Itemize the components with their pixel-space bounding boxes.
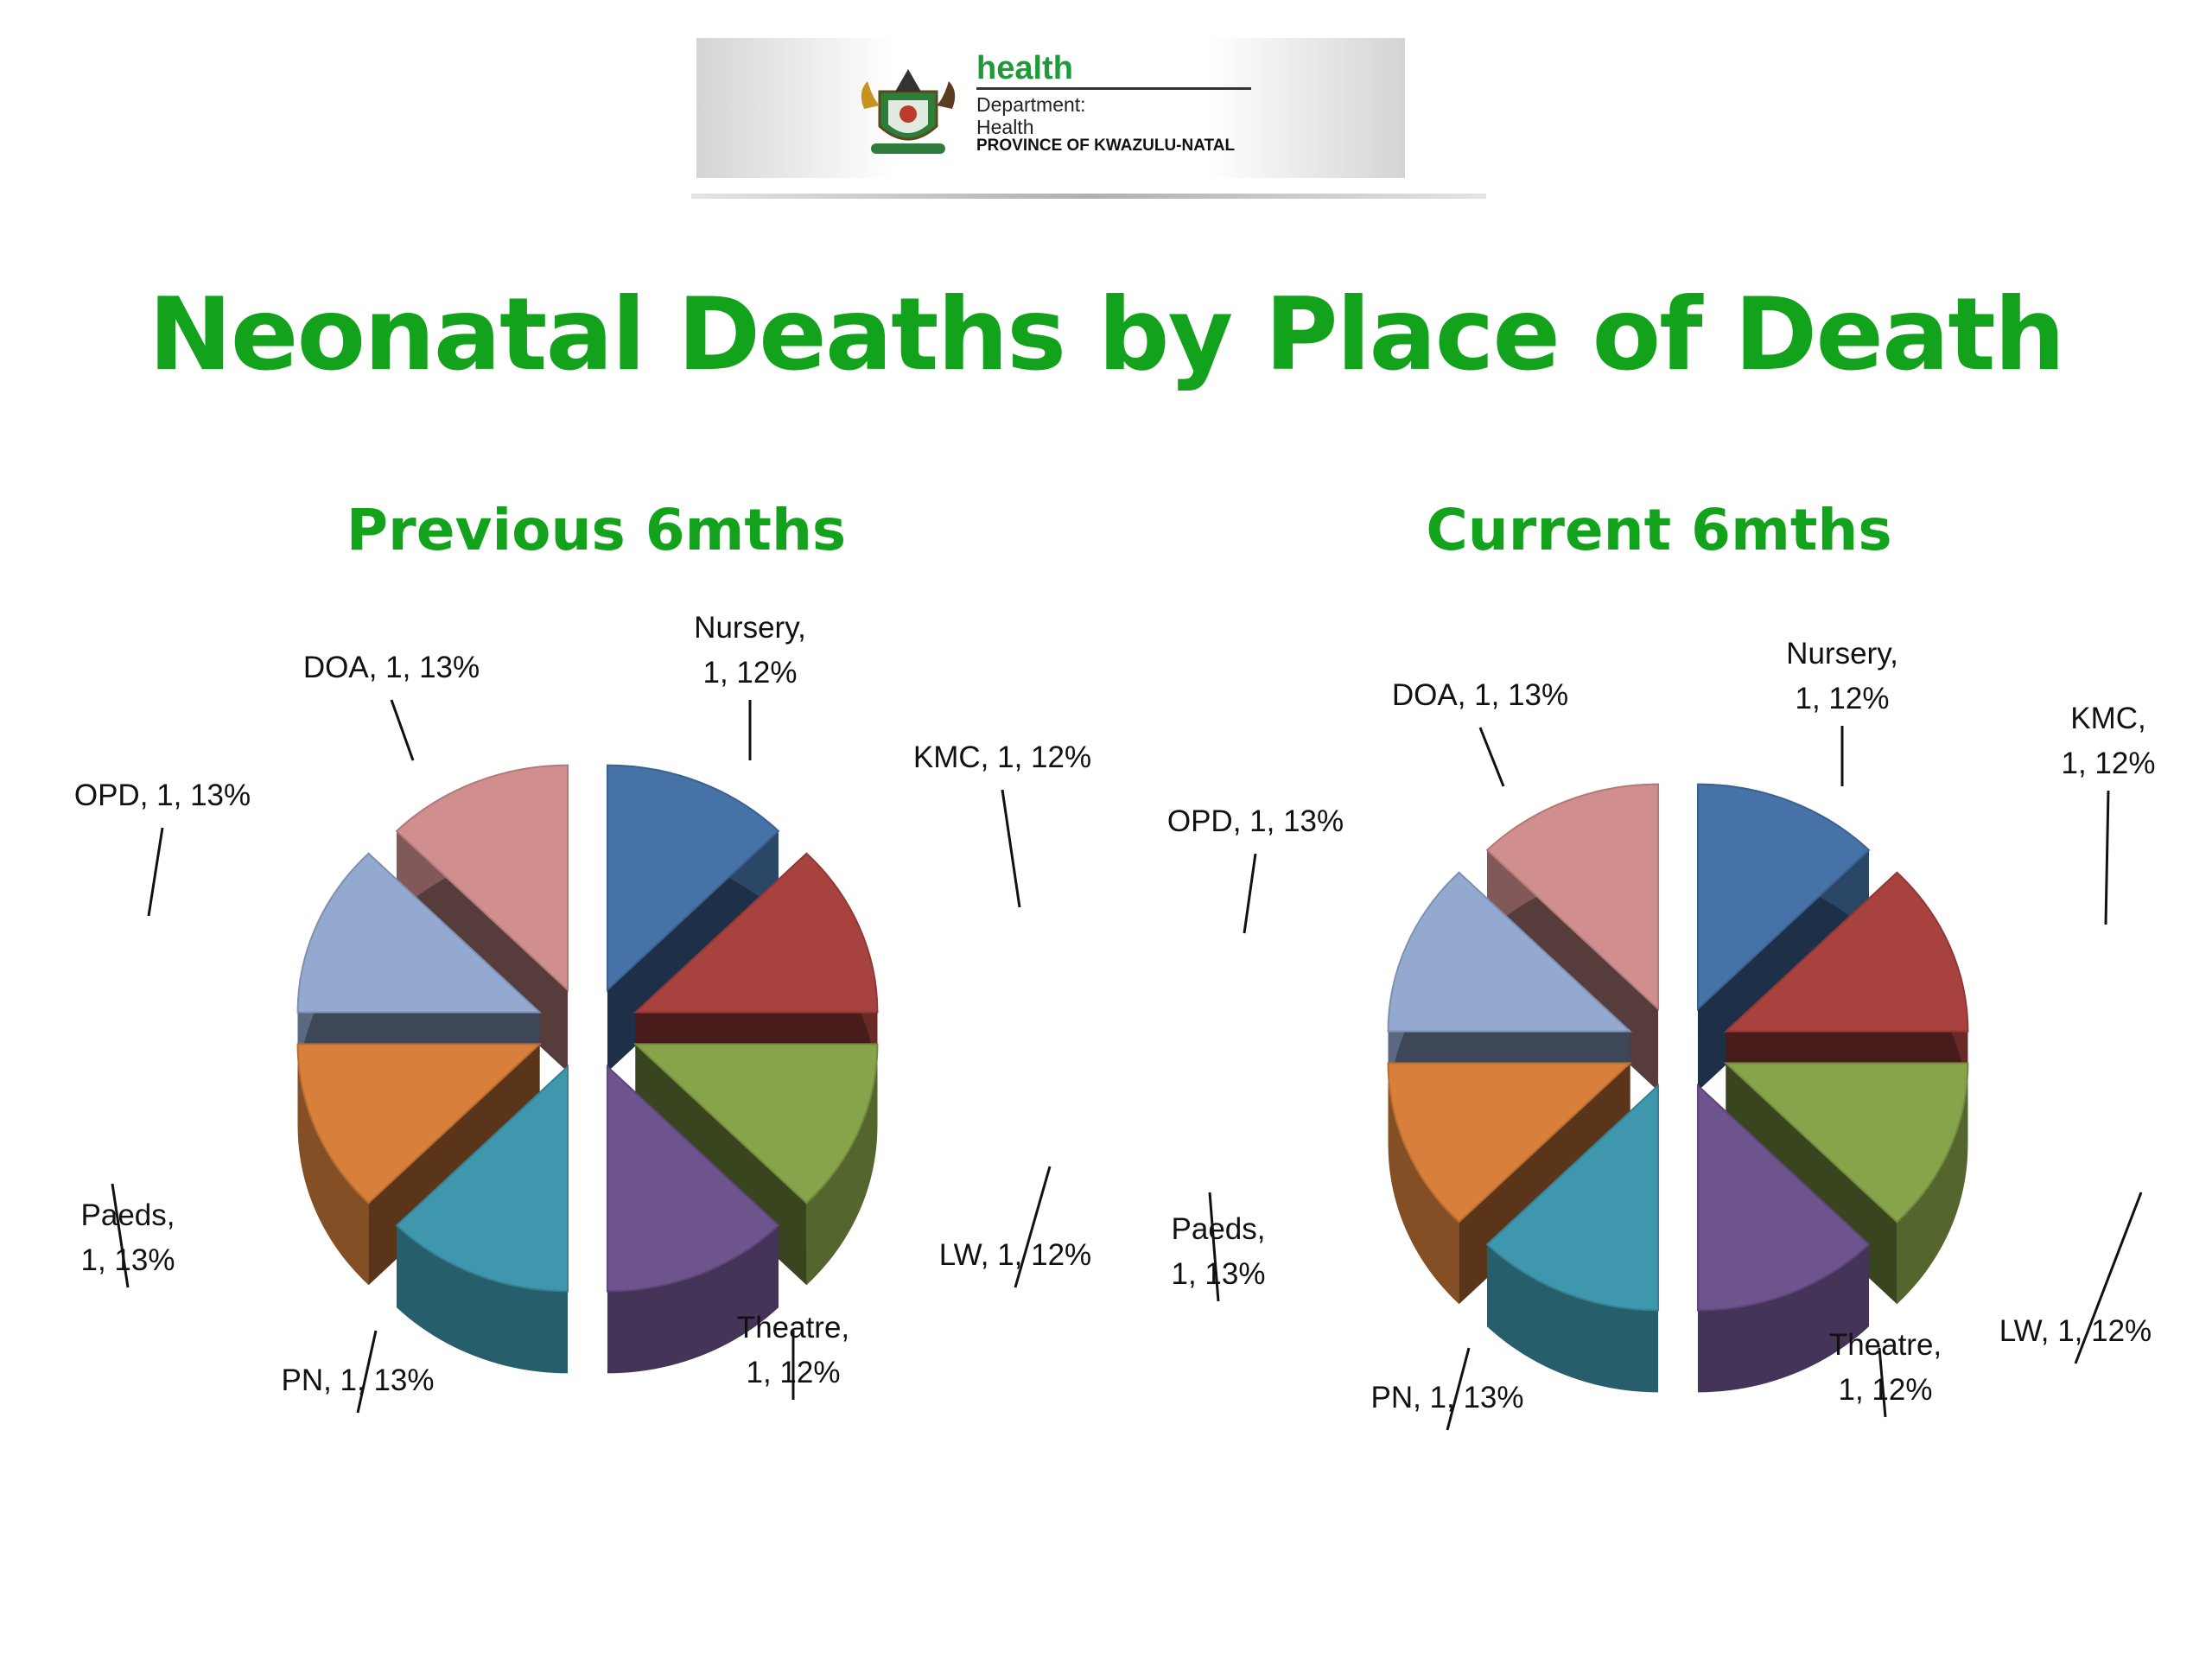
data-label-kmc: KMC, 1, 12% <box>913 741 1091 774</box>
leader-line <box>1243 853 1257 934</box>
logo-dept-line1: Department: <box>976 93 1086 116</box>
data-label-doa: DOA, 1, 13% <box>1392 678 1568 712</box>
slice-pn <box>395 1065 569 1374</box>
logo-department-text: Department: Health <box>976 93 1086 138</box>
slice-theatre <box>606 1065 780 1374</box>
leader-line <box>2104 790 2110 925</box>
data-label-paeds: Paeds, 1, 13% <box>1172 1212 1266 1291</box>
slice-lw <box>632 1043 879 1286</box>
pie-chart-current: Nursery, 1, 12% KMC, 1, 12% LW, 1, 12% Theatr… <box>1167 637 2156 1431</box>
slice-nursery <box>1696 783 1871 1091</box>
header-banner <box>696 38 1405 178</box>
kzn-coat-of-arms-icon <box>861 69 956 154</box>
leader-line <box>111 1183 130 1288</box>
data-label-opd: OPD, 1, 13% <box>1167 804 1344 838</box>
data-label-lw: LW, 1, 12% <box>939 1238 1091 1272</box>
slice-theatre <box>1696 1084 1871 1393</box>
leader-line <box>356 1330 378 1414</box>
leader-line <box>2074 1192 2143 1364</box>
leader-line <box>1478 727 1505 787</box>
data-label-kmc: KMC, 1, 12% <box>2062 702 2156 780</box>
header-divider <box>691 194 1486 199</box>
data-label-pn: PN, 1, 13% <box>281 1363 434 1397</box>
page-title: Neonatal Deaths by Place of Death <box>148 276 2066 393</box>
leader-line <box>1014 1166 1052 1288</box>
leader-line <box>1001 789 1021 908</box>
logo-province-text: PROVINCE OF KWAZULU-NATAL <box>976 137 1236 155</box>
leader-line <box>1208 1192 1220 1302</box>
data-label-doa: DOA, 1, 13% <box>303 651 480 684</box>
data-label-opd: OPD, 1, 13% <box>74 779 251 812</box>
chart-title-previous: Previous 6mths <box>346 497 847 563</box>
data-label-nursery: Nursery, 1, 12% <box>694 611 806 690</box>
leader-line <box>147 827 164 917</box>
data-label-nursery: Nursery, 1, 12% <box>1786 637 1898 715</box>
logo-underline <box>976 87 1251 90</box>
leader-line <box>1878 1347 1887 1418</box>
data-label-lw: LW, 1, 12% <box>1999 1314 2152 1348</box>
data-label-pn: PN, 1, 13% <box>1370 1381 1523 1414</box>
logo-health-text: health <box>976 50 1073 86</box>
slice-pn <box>1485 1084 1660 1393</box>
data-label-theatre: Theatre, 1, 12% <box>737 1311 849 1389</box>
logo-dept-line2: Health <box>976 116 1034 138</box>
slice-paeds <box>1387 1062 1633 1305</box>
pie-chart-previous: Nursery, 1, 12% KMC, 1, 12% LW, 1, 12% Theat… <box>74 611 1091 1414</box>
slice-doa <box>1485 783 1660 1091</box>
leader-line <box>1446 1347 1471 1431</box>
data-label-paeds: Paeds, 1, 13% <box>81 1198 175 1277</box>
chart-title-current: Current 6mths <box>1426 497 1892 563</box>
data-label-theatre: Theatre, 1, 12% <box>1829 1328 1942 1407</box>
leader-line <box>390 699 415 761</box>
